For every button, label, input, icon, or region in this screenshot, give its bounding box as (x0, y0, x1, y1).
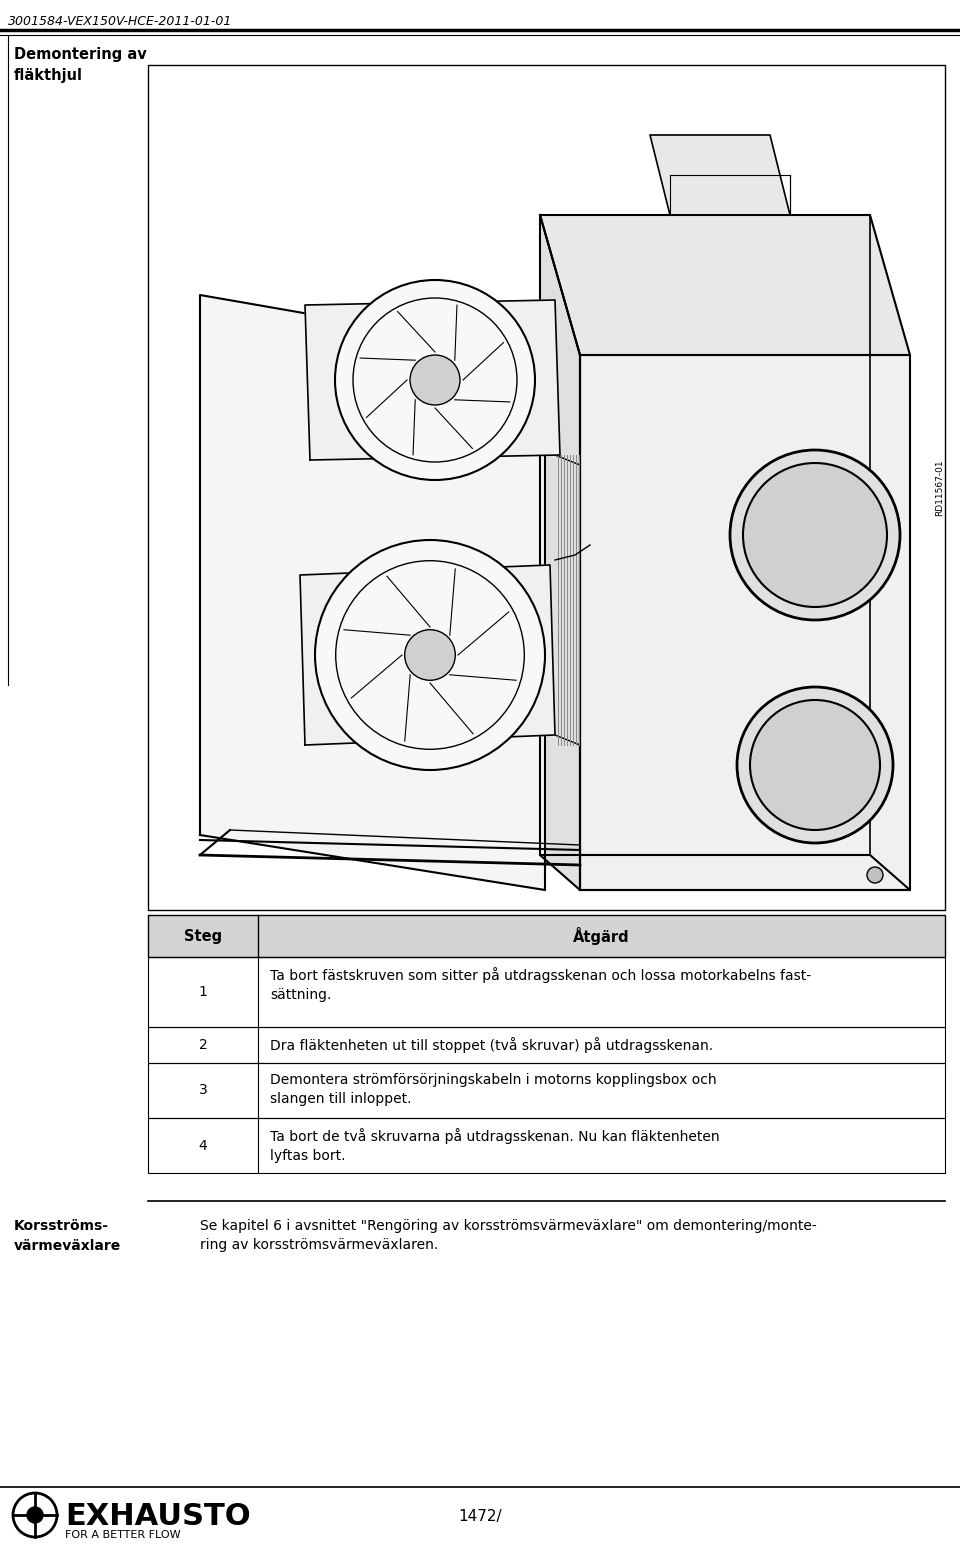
Polygon shape (300, 564, 555, 745)
Ellipse shape (750, 700, 880, 830)
Text: Ta bort de två skruvarna på utdragsskenan. Nu kan fläktenheten
lyftas bort.: Ta bort de två skruvarna på utdragsskena… (270, 1127, 720, 1163)
Text: 3: 3 (199, 1084, 207, 1098)
Circle shape (27, 1507, 43, 1522)
Text: Se kapitel 6 i avsnittet "Rengöring av korsströmsvärmeväxlare" om demontering/mo: Se kapitel 6 i avsnittet "Rengöring av k… (200, 1219, 817, 1252)
Bar (148, 914, 945, 956)
Ellipse shape (737, 687, 893, 843)
Text: Korsströms-
värmeväxlare: Korsströms- värmeväxlare (14, 1219, 121, 1252)
Polygon shape (650, 135, 790, 215)
Polygon shape (200, 295, 545, 889)
Ellipse shape (405, 630, 455, 680)
Ellipse shape (743, 463, 887, 606)
Bar (148, 956, 945, 1026)
Ellipse shape (730, 449, 900, 620)
Bar (148, 1118, 945, 1172)
Text: 3001584-VEX150V-HCE-2011-01-01: 3001584-VEX150V-HCE-2011-01-01 (8, 16, 232, 28)
Polygon shape (580, 355, 910, 889)
Ellipse shape (315, 540, 545, 770)
Bar (148, 1064, 945, 1118)
Text: 1: 1 (199, 984, 207, 998)
Text: Dra fläktenheten ut till stoppet (två skruvar) på utdragsskenan.: Dra fläktenheten ut till stoppet (två sk… (270, 1037, 713, 1053)
Bar (148, 1026, 945, 1064)
Bar (148, 65, 945, 910)
Polygon shape (305, 300, 560, 460)
Ellipse shape (410, 355, 460, 404)
Text: 4: 4 (199, 1138, 207, 1152)
Text: Steg: Steg (184, 928, 222, 944)
Text: 1472/: 1472/ (458, 1510, 502, 1524)
Text: Ta bort fästskruven som sitter på utdragsskenan och lossa motorkabelns fast-
sät: Ta bort fästskruven som sitter på utdrag… (270, 967, 811, 1003)
Text: Åtgärd: Åtgärd (573, 927, 630, 945)
Ellipse shape (335, 280, 535, 480)
Polygon shape (540, 215, 580, 889)
Text: EXHAUSTO: EXHAUSTO (65, 1502, 251, 1532)
Ellipse shape (867, 868, 883, 883)
Text: 2: 2 (199, 1039, 207, 1053)
Polygon shape (540, 215, 910, 355)
Text: FOR A BETTER FLOW: FOR A BETTER FLOW (65, 1530, 180, 1539)
Text: RD11567-01: RD11567-01 (935, 459, 945, 516)
Text: Demontering av
fläkthjul: Demontering av fläkthjul (14, 47, 147, 82)
Text: Demontera strömförsörjningskabeln i motorns kopplingsbox och
slangen till inlopp: Demontera strömförsörjningskabeln i moto… (270, 1073, 716, 1107)
